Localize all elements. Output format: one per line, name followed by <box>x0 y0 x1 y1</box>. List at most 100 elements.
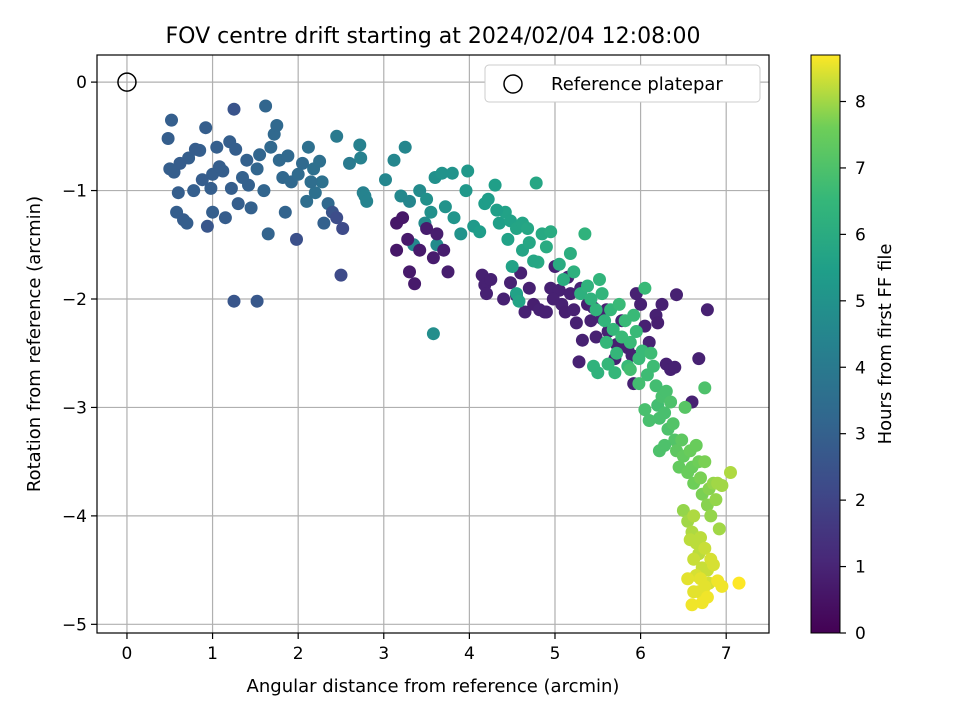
data-point <box>638 281 652 295</box>
data-point <box>539 240 553 254</box>
data-point <box>210 140 224 154</box>
data-point <box>330 211 344 225</box>
data-point <box>649 379 663 393</box>
data-point <box>610 346 624 360</box>
colorbar-tick-label: 0 <box>855 624 866 644</box>
data-point <box>694 531 707 545</box>
data-point <box>180 216 194 230</box>
data-point <box>668 360 682 374</box>
data-point <box>522 236 536 250</box>
data-point <box>278 205 292 219</box>
data-point <box>403 265 416 279</box>
data-point <box>518 305 532 319</box>
data-point <box>334 268 348 282</box>
data-point <box>606 322 620 336</box>
data-point <box>709 493 723 507</box>
data-point <box>204 181 218 195</box>
data-point <box>264 140 278 154</box>
data-point <box>199 121 213 135</box>
colorbar-tick-label: 5 <box>855 292 866 312</box>
data-point <box>687 509 701 523</box>
data-point <box>343 156 356 170</box>
data-point <box>480 287 493 301</box>
grid-lines <box>97 55 769 633</box>
data-point <box>461 164 475 178</box>
data-point <box>589 303 603 317</box>
data-point <box>655 297 669 311</box>
data-point <box>563 247 577 260</box>
data-point <box>659 384 673 398</box>
data-point <box>608 366 622 380</box>
data-point <box>200 219 214 233</box>
x-tick-label: 2 <box>293 644 304 664</box>
data-point <box>396 211 410 225</box>
data-point <box>567 265 581 279</box>
y-axis-ticks: 0 −1 −2 −3 −4 −5 <box>62 73 97 635</box>
legend-marker-open-circle <box>503 74 523 94</box>
data-point <box>259 99 273 113</box>
y-axis-label: Rotation from reference (arcmin) <box>24 196 45 492</box>
data-point <box>231 197 245 211</box>
data-point <box>689 438 703 452</box>
data-point <box>253 148 267 162</box>
data-points <box>161 99 746 612</box>
plot-frame <box>96 54 770 634</box>
colorbar-tick-label: 4 <box>855 358 866 378</box>
data-point <box>445 166 459 180</box>
data-point <box>484 273 498 286</box>
y-tick-label: −5 <box>62 615 87 635</box>
data-point <box>290 232 303 246</box>
x-tick-label: 0 <box>122 644 133 664</box>
data-point <box>481 192 495 206</box>
data-point <box>698 541 712 555</box>
data-point <box>227 102 241 116</box>
data-point <box>430 227 444 241</box>
data-point <box>420 222 434 235</box>
x-tick-label: 7 <box>721 644 732 664</box>
y-tick-label: −2 <box>62 290 87 310</box>
data-point <box>497 292 511 306</box>
data-point <box>473 225 487 239</box>
data-point <box>501 232 515 246</box>
data-point <box>413 243 427 257</box>
data-point <box>678 400 692 414</box>
data-point <box>632 377 646 391</box>
data-point <box>390 243 404 257</box>
data-point <box>296 156 309 170</box>
data-point <box>330 129 344 143</box>
data-point <box>546 292 560 306</box>
data-point <box>683 533 697 547</box>
data-point <box>638 403 652 417</box>
data-point <box>572 355 586 369</box>
data-point <box>698 381 712 395</box>
data-point <box>675 433 689 447</box>
data-point <box>426 251 440 265</box>
data-point <box>304 175 318 189</box>
data-point <box>666 417 680 431</box>
x-tick-label: 4 <box>464 644 475 664</box>
data-point <box>598 314 612 328</box>
data-point <box>261 227 275 241</box>
data-point <box>301 140 315 154</box>
data-point <box>505 260 519 273</box>
data-point <box>681 572 695 586</box>
data-point <box>623 335 637 349</box>
data-point <box>379 173 392 187</box>
colorbar-tick-label: 2 <box>855 491 866 511</box>
data-point <box>435 166 449 180</box>
legend: Reference platepar <box>484 64 761 103</box>
data-point <box>521 222 535 235</box>
data-point <box>300 194 314 208</box>
data-point <box>250 162 264 176</box>
data-point <box>587 359 600 373</box>
chart-title: FOV centre drift starting at 2024/02/04 … <box>166 24 701 49</box>
x-axis-label: Angular distance from reference (arcmin) <box>247 676 620 697</box>
data-point <box>567 303 581 317</box>
legend-label: Reference platepar <box>551 74 723 95</box>
data-point <box>658 438 672 452</box>
data-point <box>581 279 594 293</box>
data-point <box>627 308 641 322</box>
data-point <box>522 281 536 295</box>
x-tick-label: 1 <box>207 644 218 664</box>
